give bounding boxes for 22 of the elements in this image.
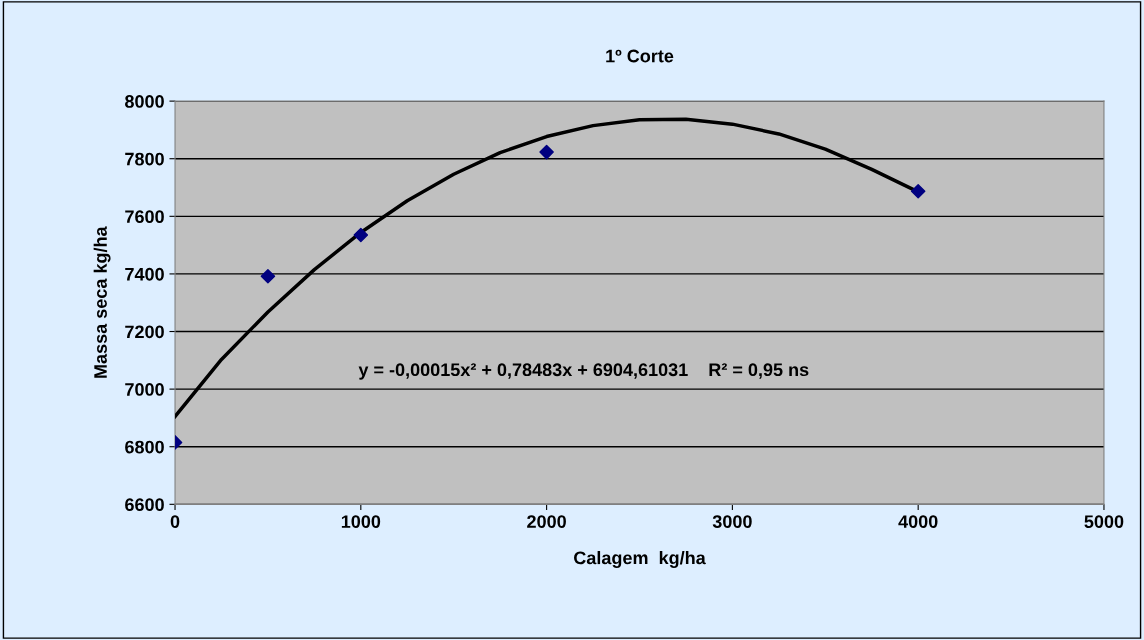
x-tick-label: 2000	[527, 515, 566, 528]
x-tick-label: 0	[170, 515, 180, 528]
x-tick-label: 3000	[712, 515, 752, 529]
y-tick-label: 7800	[125, 152, 164, 166]
y-tick-label: 6600	[125, 498, 164, 512]
y-tick-label: 6800	[125, 440, 164, 454]
y-tick-label: 7600	[125, 210, 164, 224]
chart-title: 1º Corte	[606, 49, 674, 63]
y-tick-label: 7000	[125, 383, 164, 396]
point	[353, 227, 369, 243]
y-axis-title: Massa seca kg/ha	[93, 226, 111, 378]
y-tick-label: 7200	[125, 325, 164, 339]
point	[539, 144, 554, 160]
y-tick-label: 8000	[125, 95, 164, 108]
annotation: y = -0,00015x² + 0,78483x + 6904,61031 R² = 0,95 ns	[358, 363, 809, 380]
x-tick-label: 4000	[898, 515, 938, 528]
y-tick-label: 7400	[125, 267, 164, 281]
point	[260, 268, 276, 284]
point	[910, 183, 926, 199]
x-axis-title: Calagem kg/ha	[574, 551, 706, 568]
x-tick-label: 1000	[341, 515, 381, 528]
x-tick-label: 5000	[1084, 515, 1124, 528]
